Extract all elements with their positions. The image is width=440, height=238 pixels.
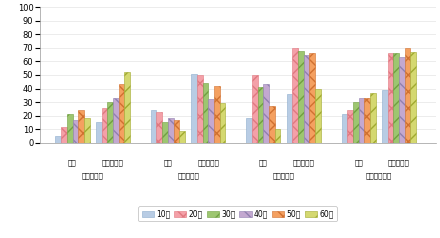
Bar [347, 110, 353, 143]
Bar [84, 118, 90, 143]
Text: 教育・人材: 教育・人材 [177, 173, 199, 179]
Bar [73, 120, 78, 143]
Bar [220, 104, 225, 143]
Text: 行政サービス: 行政サービス [366, 173, 392, 179]
Bar [197, 75, 202, 143]
Bar [382, 90, 388, 143]
Bar [174, 120, 179, 143]
Bar [191, 74, 197, 143]
Bar [96, 122, 102, 143]
Bar [246, 118, 252, 143]
Bar [252, 75, 257, 143]
Bar [263, 84, 269, 143]
Bar [202, 83, 208, 143]
Bar [119, 84, 125, 143]
Bar [179, 131, 185, 143]
Bar [168, 118, 174, 143]
Bar [298, 50, 304, 143]
Bar [292, 48, 298, 143]
Bar [405, 48, 411, 143]
Bar [315, 89, 321, 143]
Text: 医療・福祉: 医療・福祉 [82, 173, 104, 179]
Bar [55, 136, 61, 143]
Bar [162, 122, 168, 143]
Text: デンマーク: デンマーク [102, 159, 124, 166]
Bar [341, 114, 347, 143]
Text: 日本: 日本 [68, 159, 77, 166]
Bar [269, 106, 275, 143]
Text: デンマーク: デンマーク [388, 159, 410, 166]
Bar [411, 52, 416, 143]
Bar [113, 98, 119, 143]
Text: デンマーク: デンマーク [198, 159, 219, 166]
Bar [275, 129, 280, 143]
Bar [102, 108, 107, 143]
Text: 日本: 日本 [354, 159, 363, 166]
Bar [67, 114, 73, 143]
Text: 日本: 日本 [259, 159, 268, 166]
Bar [61, 127, 67, 143]
Bar [309, 53, 315, 143]
Bar [353, 102, 359, 143]
Bar [364, 98, 370, 143]
Bar [393, 53, 399, 143]
Bar [107, 102, 113, 143]
Bar [214, 86, 220, 143]
Bar [388, 53, 393, 143]
Bar [208, 99, 214, 143]
Bar [157, 112, 162, 143]
Bar [399, 57, 405, 143]
Bar [151, 110, 157, 143]
Text: 日本: 日本 [164, 159, 172, 166]
Bar [359, 98, 364, 143]
Bar [370, 93, 376, 143]
Bar [78, 110, 84, 143]
Bar [257, 87, 263, 143]
Bar [125, 72, 130, 143]
Text: デンマーク: デンマーク [293, 159, 315, 166]
Legend: 10代, 20代, 30代, 40代, 50代, 60代: 10代, 20代, 30代, 40代, 50代, 60代 [139, 206, 337, 222]
Bar [286, 94, 292, 143]
Text: 雇用・労務: 雇用・労務 [272, 173, 294, 179]
Bar [304, 55, 309, 143]
